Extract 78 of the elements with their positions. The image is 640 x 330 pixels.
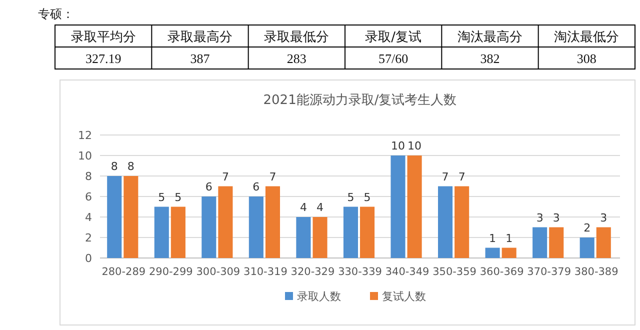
data-label: 10 (408, 140, 422, 152)
bar (502, 248, 516, 258)
data-label: 8 (127, 160, 134, 173)
bar (390, 156, 406, 258)
x-tick-label: 370-379 (527, 266, 572, 278)
bar (248, 196, 264, 258)
bar (312, 217, 328, 258)
y-tick-label: 0 (85, 252, 92, 265)
data-label: 3 (536, 211, 544, 224)
data-label: 10 (391, 140, 405, 152)
x-tick-label: 350-359 (432, 266, 476, 278)
data-label: 4 (300, 201, 307, 214)
y-tick-label: 12 (78, 129, 92, 142)
data-label: 4 (316, 201, 324, 214)
bar (438, 186, 453, 258)
bar (580, 238, 594, 258)
x-tick-label: 330-339 (338, 266, 382, 278)
data-label: 5 (174, 190, 182, 204)
bar (532, 227, 548, 258)
data-label: 2 (584, 222, 591, 234)
y-tick-label: 6 (85, 190, 92, 204)
bar (343, 206, 358, 258)
data-label: 7 (269, 170, 276, 184)
text: 录取平均分 (70, 30, 136, 45)
text: 专硕： (38, 7, 74, 21)
text: 录取最高分 (168, 29, 232, 45)
bar (454, 186, 470, 258)
data-label: 5 (364, 190, 371, 204)
text: 淘汰最低分 (554, 30, 620, 45)
y-tick-label: 8 (85, 170, 92, 183)
data-label: 1 (489, 232, 496, 245)
text: 淘汰最高分 (458, 29, 522, 45)
bar (202, 196, 216, 258)
data-label: 3 (600, 211, 608, 224)
bar (485, 248, 500, 258)
text: 382 (480, 51, 500, 66)
text: 录取/复试 (365, 30, 422, 45)
x-tick-label: 320-329 (290, 266, 335, 278)
bar (218, 186, 233, 258)
x-tick-label: 360-369 (480, 266, 524, 278)
bar (549, 227, 564, 258)
bar (154, 206, 169, 258)
y-tick-label: 2 (85, 232, 92, 244)
y-tick-label: 4 (85, 211, 92, 224)
bar (124, 176, 138, 258)
text: 387 (190, 51, 210, 66)
bar (265, 186, 280, 258)
legend-label: 复试人数 (382, 290, 426, 303)
bar (107, 176, 122, 258)
bar (407, 156, 422, 258)
data-label: 6 (252, 180, 260, 194)
text: 283 (286, 51, 306, 66)
data-label: 6 (205, 180, 212, 194)
bar (170, 206, 186, 258)
text: 57/60 (378, 51, 408, 66)
text: 308 (576, 51, 596, 66)
legend-label: 录取人数 (297, 290, 341, 303)
y-tick-label: 10 (78, 150, 92, 162)
bar (296, 217, 311, 258)
data-label: 8 (110, 160, 118, 173)
x-tick-label: 380-389 (574, 266, 618, 278)
data-label: 5 (158, 190, 166, 204)
data-label: 5 (347, 190, 354, 204)
x-tick-label: 290-299 (148, 266, 193, 278)
text: 录取最低分 (264, 30, 330, 45)
bar (596, 227, 611, 258)
bar (360, 206, 375, 258)
data-label: 3 (552, 211, 560, 224)
data-label: 7 (222, 170, 229, 184)
text: 327.19 (85, 51, 122, 66)
x-tick-label: 300-309 (196, 266, 240, 278)
x-tick-label: 340-349 (385, 266, 430, 278)
x-tick-label: 280-289 (102, 266, 146, 278)
data-label: 1 (506, 232, 513, 245)
data-label: 7 (442, 170, 449, 184)
data-label: 7 (458, 170, 466, 184)
x-tick-label: 310-319 (244, 266, 288, 278)
chart-title: 2021能源动力录取/复试考生人数 (263, 93, 457, 108)
